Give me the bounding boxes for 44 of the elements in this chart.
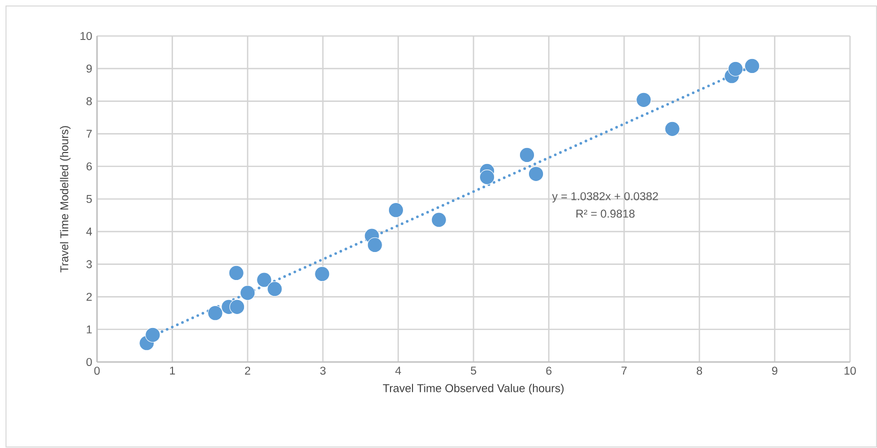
point [314,266,330,282]
y-tick-label: 9 [86,64,92,73]
y-tick-label: 2 [86,292,92,301]
x-tick-label: 4 [395,366,402,374]
point [228,265,244,281]
point [240,285,256,300]
y-tick-label: 6 [86,162,92,170]
point [528,166,544,182]
point [388,202,404,218]
x-axis-title: Travel Time Observed Value (hours) [382,384,564,394]
x-tick-label: 0 [94,366,100,375]
point [664,121,680,136]
x-tick-label: 2 [245,366,250,375]
x-tick-label: 1 [170,366,175,374]
point [744,58,760,74]
point [267,281,282,297]
point [431,212,446,228]
point [636,92,652,108]
annotation: R² = 0.9818 [576,210,635,218]
y-tick-label: 8 [86,97,92,106]
point [145,327,160,343]
point [728,61,744,77]
y-tick-label: 10 [80,32,92,40]
x-tick-label: 5 [470,366,476,375]
x-tick-label: 6 [546,366,552,375]
y-tick-label: 7 [86,130,92,138]
x-tick-label: 10 [844,366,856,375]
point [519,147,535,163]
y-tick-label: 5 [86,195,92,203]
x-tick-label: 9 [772,366,778,375]
y-tick-label: 4 [86,228,92,236]
annotation: y = 1.0382x + 0.0382 [552,192,658,202]
y-tick-label: 3 [86,260,92,268]
x-tick-label: 3 [320,366,326,375]
y-axis-title: Travel Time Modelled (hours) [60,126,71,272]
point [479,170,495,185]
point [256,272,272,288]
x-tick-label: 8 [696,366,702,375]
x-tick-label: 7 [622,366,627,374]
point [208,305,223,321]
y-tick-label: 1 [86,325,92,334]
y-tick-label: 0 [86,358,92,366]
point [229,299,245,314]
point [367,237,382,253]
